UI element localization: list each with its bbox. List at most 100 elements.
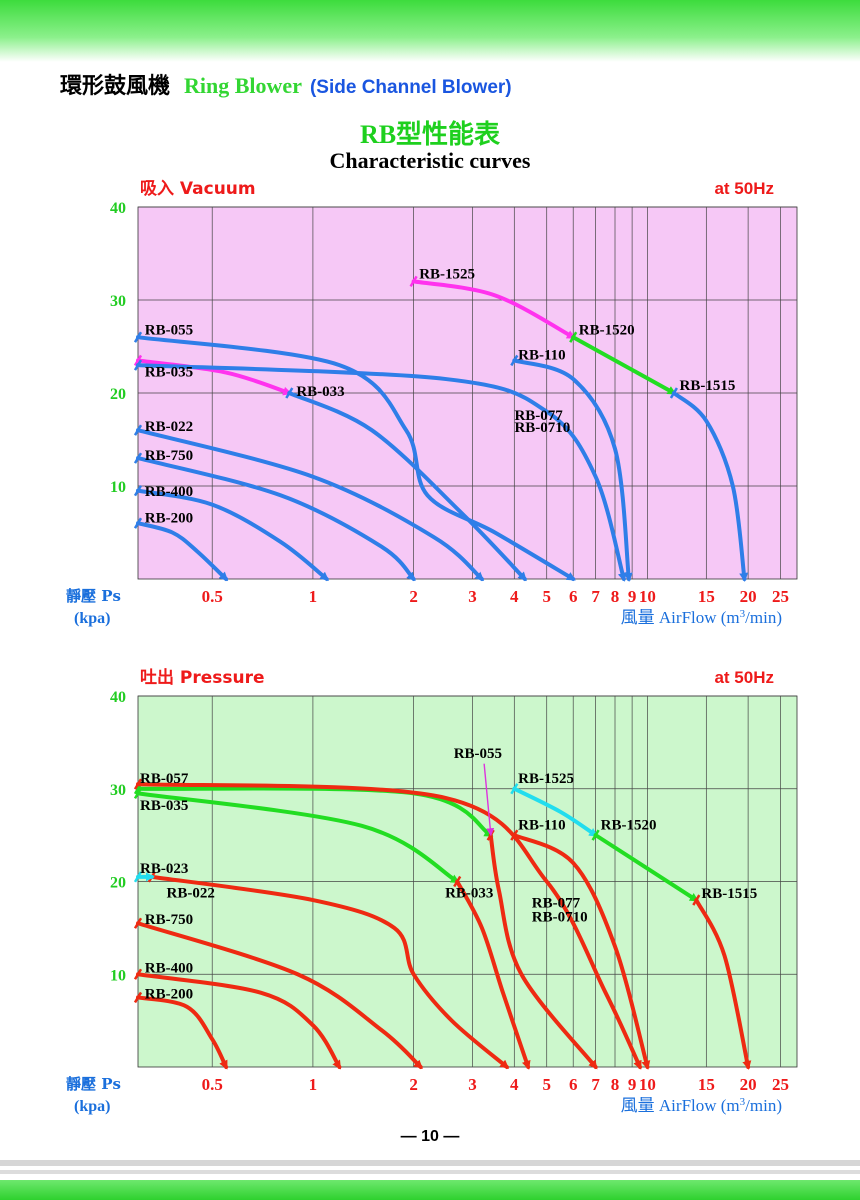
pressure-curve-rb-750 — [136, 921, 423, 1070]
pressure-y-tick-label: 10 — [110, 967, 126, 984]
vacuum-y-tick-label: 20 — [110, 386, 126, 403]
pressure-curve-rb-077-rb-0710 — [136, 782, 642, 1070]
pressure-curve-rb-033 — [455, 879, 531, 1070]
vacuum-model-label: RB-200 — [145, 510, 193, 526]
vacuum-x-tick-label: 6 — [569, 587, 578, 606]
vacuum-x-tick-label: 7 — [591, 587, 600, 606]
vacuum-x-tick-label: 15 — [698, 587, 715, 606]
pressure-curve-start-tick — [453, 875, 462, 888]
vacuum-curve-rb-035 — [136, 358, 293, 396]
pressure-model-label: RB-1515 — [701, 886, 757, 902]
vacuum-curve-rb-1515 — [671, 391, 749, 582]
pressure-y-tick-label: 40 — [110, 689, 126, 706]
vacuum-curve-start-tick — [133, 452, 143, 464]
pressure-model-label: RB-1520 — [601, 818, 657, 834]
pressure-x-tick-label: 8 — [611, 1075, 620, 1094]
pressure-curve-start-tick — [591, 829, 600, 841]
vacuum-x-axis-label: 風量 AirFlow (m3/min) — [621, 608, 782, 627]
vacuum-frequency: at 50Hz — [714, 179, 774, 198]
pressure-curve-start-tick — [133, 778, 143, 790]
pressure-model-label: RB-057 — [140, 771, 189, 787]
vacuum-curve-rb-022 — [136, 428, 485, 581]
vacuum-curve-start-tick — [409, 275, 418, 288]
pressure-model-label: RB-055 — [454, 746, 502, 762]
pressure-x-tick-label: 10 — [639, 1075, 656, 1094]
vacuum-curve-start-tick — [133, 331, 143, 343]
vacuum-curve-start-tick — [133, 354, 143, 367]
vacuum-curve-rb-750 — [136, 456, 416, 582]
vacuum-x-tick-label: 5 — [542, 587, 551, 606]
vacuum-model-label: RB-055 — [145, 322, 193, 338]
vacuum-model-label: RB-1515 — [679, 378, 735, 394]
pressure-annotation-arrow — [483, 763, 495, 837]
vacuum-curve-rb-1520 — [571, 335, 677, 395]
vacuum-y-axis-unit: (kpa) — [74, 610, 110, 627]
pressure-curve-start-tick — [510, 783, 519, 795]
vacuum-x-tick-label: 0.5 — [202, 587, 223, 606]
header-subtitle: (Side Channel Blower) — [309, 77, 512, 98]
vacuum-y-tick-label: 40 — [110, 200, 126, 217]
page-header: 環形鼓風機 Ring Blower (Side Channel Blower) — [60, 68, 512, 104]
pressure-curve-rb-055 — [488, 833, 598, 1070]
vacuum-model-label: RB-0710 — [514, 420, 570, 436]
pressure-x-tick-label: 3 — [468, 1075, 477, 1094]
pressure-x-tick-label: 25 — [772, 1075, 789, 1094]
vacuum-curve-rb-055 — [136, 335, 576, 581]
pressure-model-label: RB-023 — [140, 861, 188, 877]
pressure-curve-rb-1525 — [512, 786, 599, 838]
pressure-x-tick-label: 6 — [569, 1075, 578, 1094]
vacuum-x-tick-label: 4 — [510, 587, 519, 606]
pressure-y-axis-unit: (kpa) — [74, 1098, 110, 1115]
pressure-curve-start-tick — [133, 871, 143, 883]
pressure-curve-rb-1515 — [694, 898, 752, 1070]
page-number: — 10 — — [400, 1128, 460, 1145]
vacuum-y-tick-label: 30 — [110, 293, 126, 310]
vacuum-model-label: RB-077 — [514, 408, 563, 424]
vacuum-curve-start-tick — [569, 331, 578, 343]
pressure-curve-rb-200 — [136, 995, 229, 1070]
vacuum-model-label: RB-035 — [145, 364, 193, 380]
vacuum-curve-rb-1525 — [411, 279, 576, 340]
pressure-model-label: RB-200 — [145, 986, 193, 1002]
pressure-y-tick-label: 30 — [110, 782, 126, 799]
pressure-model-label: RB-400 — [145, 960, 193, 976]
pressure-frequency: at 50Hz — [714, 668, 774, 687]
vacuum-curve-start-tick — [133, 359, 143, 371]
pressure-x-tick-label: 0.5 — [202, 1075, 223, 1094]
vacuum-x-tick-label: 25 — [772, 587, 789, 606]
vacuum-curve-rb-200 — [136, 521, 229, 582]
pressure-model-label: RB-750 — [145, 912, 193, 928]
vacuum-y-axis-label: 靜壓 Ps — [66, 587, 121, 605]
pressure-curve-rb-110 — [512, 833, 651, 1070]
vacuum-y-tick-label: 10 — [110, 479, 126, 496]
pressure-x-tick-label: 7 — [591, 1075, 600, 1094]
pressure-curve-rb-022 — [149, 874, 510, 1069]
vacuum-curve-start-tick — [133, 517, 143, 529]
header-title-en: Ring Blower — [184, 73, 302, 98]
vacuum-curve-start-tick — [285, 387, 294, 399]
pressure-curve-rb-035 — [136, 791, 460, 884]
pressure-x-axis-label: 風量 AirFlow (m3/min) — [621, 1096, 782, 1115]
vacuum-section-title: 吸入 Vacuum — [140, 179, 256, 199]
pressure-x-tick-label: 4 — [510, 1075, 519, 1094]
pressure-curve-start-tick — [133, 968, 143, 980]
pressure-model-label: RB-022 — [166, 885, 214, 901]
pressure-curve-start-tick — [692, 894, 701, 906]
pressure-x-tick-label: 20 — [740, 1075, 757, 1094]
pressure-curve-start-tick — [133, 917, 143, 929]
pressure-model-label: RB-077 — [532, 895, 581, 911]
pressure-model-label: RB-0710 — [532, 909, 588, 925]
footer-banner — [0, 1160, 860, 1200]
pressure-model-label: RB-1525 — [518, 771, 574, 787]
vacuum-x-tick-label: 2 — [409, 587, 418, 606]
vacuum-curve-rb-400 — [136, 488, 330, 581]
top-banner — [0, 0, 860, 62]
vacuum-x-tick-label: 10 — [639, 587, 656, 606]
vacuum-curve-start-tick — [133, 424, 143, 436]
vacuum-model-label: RB-033 — [296, 384, 344, 400]
pressure-model-label: RB-110 — [518, 818, 566, 834]
pressure-x-tick-label: 15 — [698, 1075, 715, 1094]
pressure-model-label: RB-033 — [445, 885, 493, 901]
vacuum-model-label: RB-110 — [518, 348, 566, 364]
